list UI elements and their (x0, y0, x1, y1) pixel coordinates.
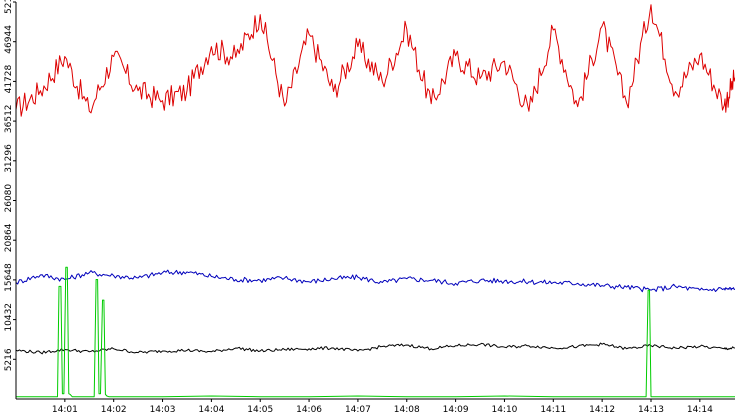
y-tick-label: 15648 (4, 263, 14, 292)
x-tick-label: 14:09 (443, 405, 469, 415)
series-layer (15, 4, 735, 398)
series-line-1 (15, 269, 735, 293)
y-tick-label: 20864 (4, 223, 14, 252)
x-tick-label: 14:04 (198, 405, 224, 415)
x-tick-label: 14:10 (491, 405, 517, 415)
x-tick-label: 14:08 (394, 405, 420, 415)
series-line-3 (16, 266, 735, 398)
x-tick-label: 14:01 (52, 405, 78, 415)
x-tick-label: 14:02 (101, 405, 127, 415)
x-tick-label: 14:07 (345, 405, 371, 415)
x-tick-label: 14:03 (150, 405, 176, 415)
y-tick-label: 10432 (4, 303, 14, 332)
y-tick-label: 31296 (4, 144, 14, 173)
series-line-0 (15, 4, 735, 117)
x-tick-label: 14:05 (247, 405, 273, 415)
y-tick-label: 5216 (4, 348, 14, 371)
y-tick-label: 46944 (4, 25, 14, 54)
x-tick-label: 14:13 (638, 405, 664, 415)
y-tick-label: 26080 (4, 184, 14, 213)
y-tick-label: 41728 (4, 64, 14, 93)
axis-layer: 5216 10432 15648 20864 26080 31296 36512 41728 4… (4, 0, 735, 415)
y-tick-label: 52160 (4, 0, 14, 14)
x-tick-label: 14:11 (540, 405, 566, 415)
y-tick-label: 36512 (4, 104, 14, 133)
x-tick-label: 14:14 (687, 405, 713, 415)
x-tick-label: 14:12 (589, 405, 615, 415)
x-tick-label: 14:06 (296, 405, 322, 415)
series-line-2 (15, 342, 735, 355)
